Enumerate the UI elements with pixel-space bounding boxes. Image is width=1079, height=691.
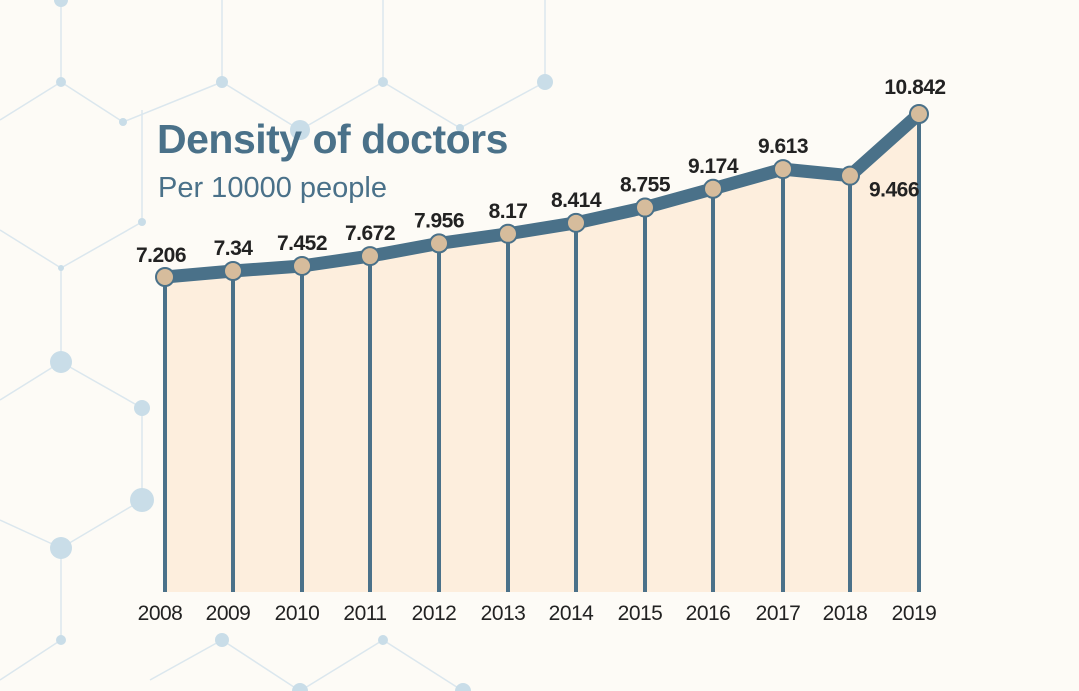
x-tick-label-2016: 2016	[686, 602, 731, 625]
data-point-2019	[909, 103, 929, 124]
area-segment	[165, 270, 233, 592]
hex-edge	[221, 639, 301, 691]
data-point-2018	[840, 165, 860, 186]
chart-title: Density of doctors	[157, 116, 508, 162]
area-segment	[850, 113, 919, 593]
area-segment	[783, 169, 850, 593]
series-line	[158, 107, 926, 284]
hex-node	[456, 124, 464, 132]
value-label-2011: 7.672	[345, 222, 395, 245]
drop-lines-group	[163, 113, 921, 592]
hex-node	[50, 351, 72, 373]
area-segment	[576, 207, 645, 592]
hex-node	[215, 633, 229, 647]
value-label-2012: 7.956	[414, 209, 464, 232]
data-point-2016	[703, 178, 723, 199]
hex-node	[56, 635, 66, 645]
value-label-2016: 9.174	[688, 155, 739, 178]
x-tick-label-2010: 2010	[275, 602, 320, 625]
data-point-2017	[773, 159, 793, 180]
data-point-2008	[155, 267, 175, 287]
hex-edge	[60, 81, 124, 123]
hexagon-background-pattern	[0, 0, 553, 691]
hex-edge	[60, 361, 143, 409]
data-point-2010	[292, 255, 312, 276]
hex-edge	[299, 639, 384, 691]
x-tick-label-2009: 2009	[206, 602, 251, 625]
value-label-2019: 10.842	[884, 76, 945, 99]
value-label-2018: 9.466	[869, 179, 919, 202]
hex-edge	[382, 639, 464, 691]
hex-edge	[0, 361, 62, 401]
hex-edge	[122, 81, 223, 123]
hex-edge	[459, 81, 546, 129]
data-point-2011	[360, 246, 380, 267]
value-label-2017: 9.613	[758, 135, 808, 158]
x-axis-labels-group: 2008 2009 2010 2011 2012 2013 2014 2015 2016 2017…	[138, 602, 937, 625]
x-tick-label-2008: 2008	[138, 602, 183, 625]
hex-node	[378, 635, 388, 645]
value-label-2013: 8.17	[489, 200, 528, 223]
hex-node	[54, 0, 68, 7]
chart-subtitle: Per 10000 people	[158, 172, 387, 204]
hex-edge	[0, 519, 62, 549]
area-fill-group	[165, 113, 919, 593]
value-labels-group: 7.206 7.34 7.452 7.672 7.956 8.17 8.414 8.755 9.…	[136, 76, 946, 267]
area-segment	[713, 169, 783, 593]
x-tick-label-2017: 2017	[756, 602, 801, 625]
data-point-2009	[223, 260, 243, 281]
area-segment	[370, 243, 439, 592]
hex-node	[216, 76, 228, 88]
data-point-2013	[498, 223, 518, 244]
hex-edge	[0, 639, 62, 681]
hex-edge	[149, 639, 223, 681]
hex-node	[58, 265, 64, 271]
area-segment	[233, 265, 302, 592]
hex-node	[290, 120, 310, 140]
x-tick-label-2014: 2014	[549, 602, 595, 625]
markers-group	[155, 103, 929, 287]
hex-node	[50, 537, 72, 559]
x-tick-label-2019: 2019	[892, 602, 937, 625]
hex-edge	[221, 81, 301, 131]
x-tick-label-2015: 2015	[618, 602, 663, 625]
value-label-2015: 8.755	[620, 174, 671, 197]
x-tick-label-2013: 2013	[481, 602, 526, 625]
data-point-2015	[635, 197, 655, 218]
hex-edge	[60, 221, 143, 269]
hex-node	[292, 683, 308, 691]
value-label-2008: 7.206	[136, 244, 186, 267]
hex-node	[537, 74, 553, 90]
hex-node	[134, 400, 150, 416]
area-segment	[508, 222, 576, 592]
hex-node	[455, 683, 471, 691]
series-line-group	[158, 107, 926, 284]
area-segment	[302, 256, 370, 592]
hex-node	[119, 118, 127, 126]
hex-node	[56, 77, 66, 87]
hex-edge	[0, 229, 62, 269]
value-label-2009: 7.34	[214, 237, 254, 260]
hex-edge	[382, 81, 461, 129]
hex-edge	[299, 81, 384, 131]
x-tick-label-2011: 2011	[343, 602, 386, 625]
x-tick-label-2012: 2012	[412, 602, 457, 625]
value-label-2010: 7.452	[277, 232, 327, 255]
value-label-2014: 8.414	[551, 189, 602, 212]
data-point-2012	[429, 233, 449, 254]
hex-node	[378, 77, 388, 87]
hex-edge	[60, 499, 143, 549]
hex-node	[130, 488, 154, 512]
area-segment	[439, 233, 508, 592]
hex-node	[138, 218, 146, 226]
area-segment	[645, 188, 713, 592]
x-tick-label-2018: 2018	[823, 602, 868, 625]
hex-edge	[0, 81, 62, 121]
data-point-2014	[566, 212, 586, 233]
